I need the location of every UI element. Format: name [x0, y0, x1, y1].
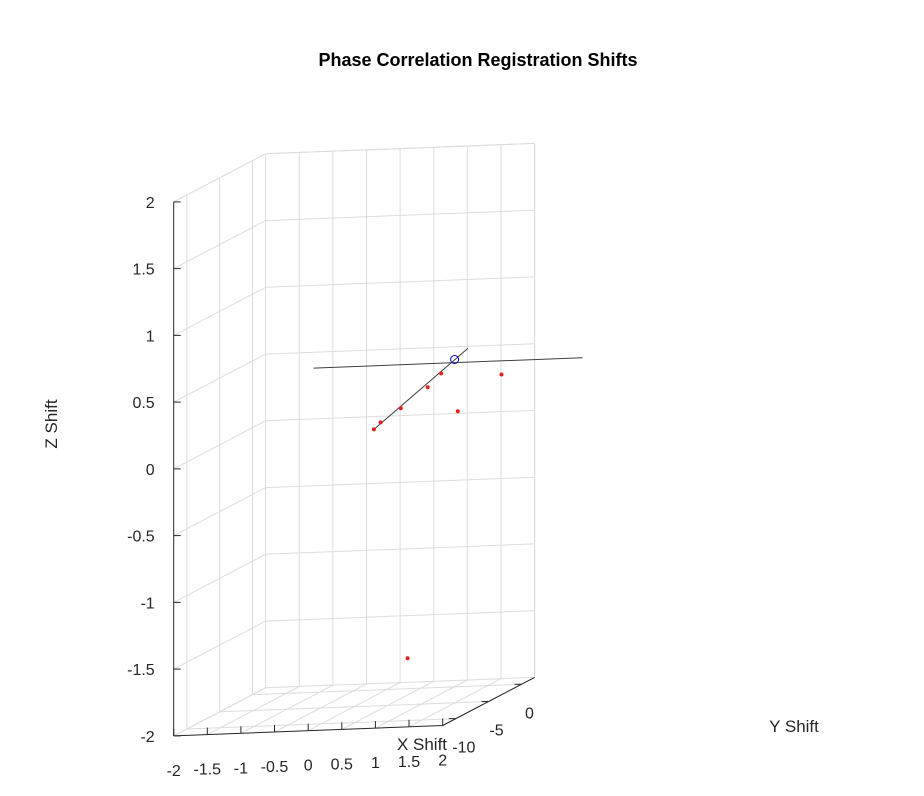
gridline-side-z: [173, 620, 266, 670]
y-tick-label: 0: [525, 705, 534, 722]
tick-labels: -2 -1.5 -1 -0.5 0 0.5 1 1.5 2 -10 -5 0 -2 -1.5 -1 -0.5 0…: [127, 195, 534, 780]
x-axis-label: X Shift: [397, 735, 447, 754]
z-tick-label: 0: [146, 462, 155, 479]
x-tick-label: 2: [438, 753, 447, 770]
z-tick-label: -1: [140, 595, 154, 612]
grid: [173, 142, 536, 737]
x-tick-label: 1: [371, 755, 380, 772]
z-axis-label: Z Shift: [42, 399, 61, 448]
gridline-floor-x: [173, 687, 266, 737]
gridline-side-z: [173, 487, 266, 537]
data-point: [425, 385, 430, 390]
z-tick-label: 1: [146, 328, 155, 345]
data-point: [371, 427, 376, 432]
x-tick-label: -1.5: [194, 762, 222, 779]
z-tick-label: 0.5: [132, 395, 154, 412]
data-line: [373, 347, 469, 430]
x-tick-label: -2: [167, 763, 181, 780]
x-tick-label: 0: [304, 758, 313, 775]
axes: [173, 201, 535, 737]
y-axis-label: Y Shift: [769, 717, 819, 736]
gridline-side-z: [173, 553, 266, 603]
z-tick-label: -2: [140, 729, 154, 746]
data-lines: [313, 347, 583, 430]
gridline-side-z: [173, 420, 266, 470]
z-tick-label: 2: [146, 195, 155, 212]
gridline-side-z: [173, 220, 266, 270]
box-edge: [173, 153, 266, 203]
data-point: [405, 656, 410, 661]
gridline-floor-y: [186, 718, 456, 730]
gridline-back-z: [265, 276, 535, 288]
y-axis-line: [442, 676, 535, 726]
data-point: [439, 371, 444, 376]
y-tick-label: -5: [489, 723, 503, 740]
gridline-floor-y: [219, 701, 489, 713]
gridline-back-z: [265, 409, 535, 422]
gridline-back-z: [265, 543, 535, 555]
gridline-back-z: [265, 209, 535, 222]
chart-title: Phase Correlation Registration Shifts: [318, 50, 637, 70]
z-tick-label: 1.5: [132, 262, 154, 279]
gridline-back-z: [265, 476, 535, 489]
data-point: [499, 372, 504, 377]
gridline-side-z: [173, 286, 266, 336]
z-tick-label: -0.5: [127, 529, 155, 546]
x-tick-label: -0.5: [261, 759, 289, 776]
box-edge: [265, 142, 535, 155]
y-tick-label: -10: [452, 740, 475, 757]
gridline-floor-y: [252, 683, 522, 696]
highlight-marker: [450, 355, 460, 364]
data-point: [398, 406, 403, 411]
data-point: [378, 420, 383, 425]
data-point: [455, 409, 460, 414]
data-line: [313, 357, 583, 369]
gridline-back-z: [265, 610, 535, 622]
gridline-back-z: [265, 343, 535, 355]
x-tick-label: 1.5: [398, 754, 420, 771]
gridline-side-z: [173, 353, 266, 403]
z-tick-label: -1.5: [127, 662, 155, 679]
x-tick-label: -1: [234, 760, 248, 777]
data-points: [371, 355, 504, 661]
x-tick-label: 0.5: [331, 756, 353, 773]
